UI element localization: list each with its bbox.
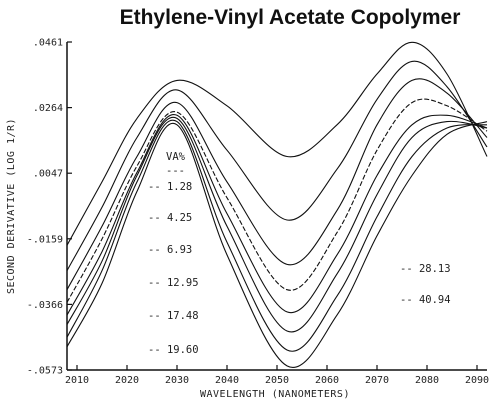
y-tick-label: -.0366 (27, 300, 63, 311)
curves (66, 41, 488, 369)
y-tick-label: .0047 (33, 169, 63, 180)
y-tick-label: -.0159 (27, 234, 63, 245)
legend-separator: --- (166, 165, 185, 177)
legend-label-6.93: -- 6.93 (148, 244, 192, 256)
x-tick-label: 2030 (165, 375, 189, 386)
legend: -- 1.28 -- 4.25 -- 6.93 -- 12.95 -- 17.48 -- … (148, 181, 451, 356)
x-tick-label: 2040 (215, 375, 239, 386)
series-line-12.95 (66, 98, 488, 303)
y-tick-label: .0264 (33, 103, 63, 114)
y-axis-label: SECOND DERIVATIVE (LOG 1/R) (6, 118, 17, 294)
x-tick-label: 2070 (365, 375, 389, 386)
x-axis-label: WAVELENGTH (NANOMETERS) (200, 389, 350, 400)
y-tick-label: .0461 (33, 38, 63, 49)
legend-label-17.48: -- 17.48 (148, 310, 199, 322)
series-line-40.94 (66, 121, 488, 369)
legend-label-19.60: -- 19.60 (148, 344, 199, 356)
series-line-1.28 (66, 41, 488, 246)
legend-header: VA% (166, 151, 186, 163)
series-line-4.25 (66, 60, 488, 271)
x-tick-label: 2050 (265, 375, 289, 386)
series-line-28.13 (66, 119, 488, 352)
series-line-17.48 (66, 114, 488, 316)
series-line-6.93 (66, 78, 488, 290)
x-tick-label: 2020 (115, 375, 139, 386)
legend-label-40.94: -- 40.94 (400, 294, 451, 306)
legend-label-12.95: -- 12.95 (148, 277, 199, 289)
series-line-19.60 (66, 116, 488, 333)
x-tick-label: 2080 (415, 375, 439, 386)
x-tick-label: 2060 (315, 375, 339, 386)
y-tick-label: -.0573 (27, 366, 63, 377)
y-ticks: .0461 .0264 .0047 -.0159 -.0366 -.0573 (27, 38, 72, 377)
legend-label-28.13: -- 28.13 (400, 263, 451, 275)
legend-label-1.28: -- 1.28 (148, 181, 192, 193)
x-ticks: 2010 2020 2030 2040 2050 2060 2070 2080 2090 (65, 365, 489, 386)
legend-label-4.25: -- 4.25 (148, 212, 192, 224)
chart-title: Ethylene-Vinyl Acetate Copolymer (120, 6, 461, 29)
x-tick-label: 2010 (65, 375, 89, 386)
x-tick-label: 2090 (465, 375, 489, 386)
